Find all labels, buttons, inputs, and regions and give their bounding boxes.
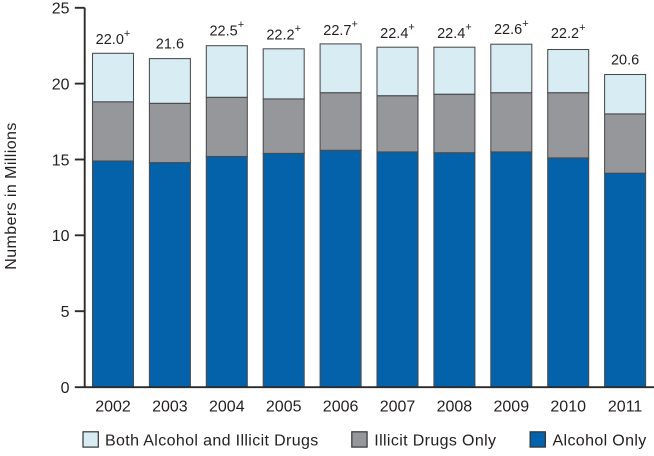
- svg-text:20.6: 20.6: [611, 52, 639, 68]
- svg-text:20: 20: [52, 76, 70, 93]
- svg-text:25: 25: [52, 1, 70, 18]
- svg-text:5: 5: [61, 304, 70, 321]
- svg-text:10: 10: [52, 228, 70, 245]
- svg-text:2010: 2010: [550, 398, 586, 415]
- svg-text:22.5+: 22.5+: [209, 19, 244, 39]
- svg-text:15: 15: [52, 152, 70, 169]
- svg-text:2007: 2007: [380, 398, 416, 415]
- svg-text:22.4+: 22.4+: [437, 22, 472, 42]
- svg-text:Alcohol Only: Alcohol Only: [553, 432, 647, 449]
- svg-text:2009: 2009: [494, 398, 530, 415]
- svg-text:22.0+: 22.0+: [96, 28, 131, 48]
- svg-text:2002: 2002: [95, 398, 131, 415]
- svg-text:2003: 2003: [152, 398, 188, 415]
- svg-text:Numbers in Millions: Numbers in Millions: [3, 122, 20, 270]
- svg-text:2008: 2008: [437, 398, 473, 415]
- svg-text:Illicit Drugs Only: Illicit Drugs Only: [374, 432, 496, 449]
- svg-text:22.7+: 22.7+: [323, 19, 358, 39]
- svg-text:2006: 2006: [323, 398, 359, 415]
- svg-text:2004: 2004: [209, 398, 245, 415]
- svg-text:21.6: 21.6: [156, 37, 184, 53]
- svg-text:0: 0: [61, 380, 70, 397]
- svg-text:2011: 2011: [608, 398, 643, 415]
- svg-text:22.6+: 22.6+: [494, 18, 529, 38]
- svg-text:Both Alcohol and Illicit Drugs: Both Alcohol and Illicit Drugs: [105, 432, 319, 449]
- svg-text:22.2+: 22.2+: [266, 23, 301, 43]
- svg-text:2005: 2005: [266, 398, 302, 415]
- svg-text:22.4+: 22.4+: [380, 22, 415, 42]
- svg-text:22.2+: 22.2+: [551, 22, 586, 42]
